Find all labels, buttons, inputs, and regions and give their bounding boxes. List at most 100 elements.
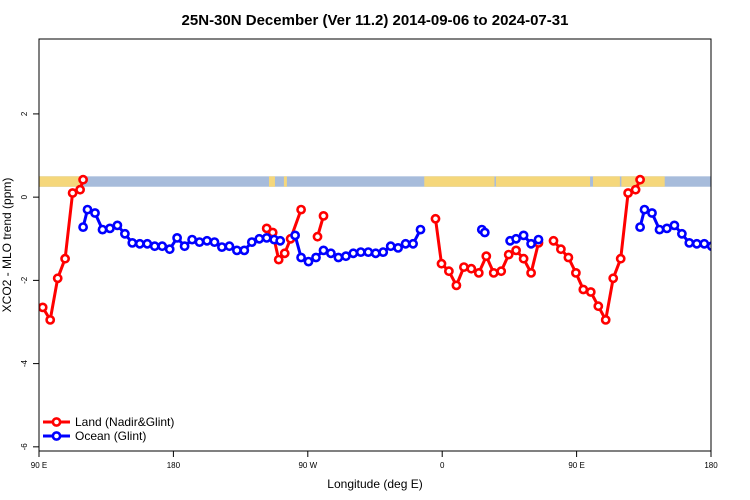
data-point: [436, 258, 447, 269]
data-point: [511, 233, 521, 244]
data-point: [400, 238, 411, 249]
data-point: [202, 235, 212, 246]
data-point: [179, 241, 190, 252]
data-point: [90, 208, 100, 218]
data-point: [194, 237, 205, 247]
data-point: [296, 204, 306, 215]
surface-band: [39, 176, 711, 187]
data-point: [224, 241, 235, 252]
data-point: [39, 302, 48, 313]
data-point: [127, 237, 138, 248]
data-point: [348, 248, 359, 259]
land-band-segment: [424, 176, 495, 187]
data-point: [571, 267, 581, 278]
ocean-band: [39, 176, 711, 187]
data-point: [600, 314, 611, 325]
data-point: [479, 227, 490, 238]
data-point: [662, 223, 672, 234]
y-tick-label: -4: [20, 360, 29, 368]
data-point: [105, 223, 115, 234]
data-point: [647, 208, 657, 218]
legend: Land (Nadir&Glint)Ocean (Glint): [43, 415, 174, 443]
data-point: [164, 244, 175, 255]
series-ocean: [78, 204, 723, 267]
land-band-segment: [593, 176, 620, 187]
data-point: [706, 241, 711, 252]
data-point: [363, 247, 374, 257]
data-point: [216, 242, 227, 252]
data-point: [78, 174, 88, 185]
data-point: [385, 241, 396, 252]
land-band-segment: [39, 176, 83, 187]
data-point: [635, 222, 645, 232]
data-point: [677, 228, 687, 239]
x-tick-label: 90 W: [298, 461, 317, 470]
data-point: [312, 231, 323, 242]
data-point: [246, 237, 257, 247]
data-point: [311, 252, 321, 263]
data-point: [473, 267, 484, 278]
x-tick-label: 90 E: [568, 461, 584, 470]
series-clip-group: [39, 174, 723, 325]
y-tick-label: 0: [20, 194, 29, 199]
data-point: [458, 262, 469, 272]
y-tick-label: -6: [20, 443, 29, 451]
data-point: [630, 184, 641, 195]
data-point: [635, 174, 645, 185]
data-point: [273, 254, 284, 265]
data-point: [45, 314, 56, 325]
data-point: [518, 253, 529, 264]
data-point: [149, 241, 160, 252]
y-axis-label: XCO2 - MLO trend (ppm): [0, 178, 14, 313]
data-point: [290, 230, 300, 241]
data-point: [82, 204, 93, 215]
data-point: [370, 248, 381, 259]
x-tick-label: 180: [704, 461, 718, 470]
legend-marker: [51, 431, 62, 441]
data-point: [120, 228, 130, 239]
x-tick-label: 90 E: [31, 461, 47, 470]
series-line: [552, 178, 642, 322]
data-point: [563, 252, 574, 263]
data-point: [296, 252, 306, 263]
data-point: [684, 237, 695, 248]
data-point: [593, 301, 604, 312]
x-axis-label: Longitude (deg E): [327, 477, 422, 491]
land-band-segment: [495, 176, 591, 187]
data-point: [355, 247, 366, 257]
data-point: [503, 249, 514, 260]
x-tick-label: 180: [167, 461, 181, 470]
data-point: [415, 224, 426, 235]
series-layer: [39, 174, 723, 325]
data-point: [716, 246, 723, 253]
plot-frame: [38, 38, 712, 452]
data-point: [526, 238, 536, 249]
data-point: [67, 188, 78, 198]
data-point: [669, 220, 680, 231]
data-point: [303, 256, 314, 267]
data-point: [325, 248, 336, 259]
data-point: [691, 238, 702, 249]
data-point: [518, 230, 529, 241]
data-point: [615, 253, 626, 264]
data-point: [279, 248, 290, 259]
data-point: [239, 245, 250, 256]
data-point: [172, 232, 182, 243]
axes: 90 E 180 90 W 0 90 E 180 2 0 -2 -4 -6: [20, 111, 718, 470]
legend-marker: [51, 417, 62, 427]
data-point: [430, 213, 441, 224]
data-point: [97, 224, 108, 235]
data-point: [443, 266, 454, 277]
data-point: [526, 267, 536, 278]
series-land: [39, 174, 645, 325]
data-point: [451, 280, 462, 291]
data-point: [639, 204, 650, 215]
data-point: [60, 253, 70, 264]
data-point: [548, 235, 559, 246]
land-band-segment: [268, 176, 275, 187]
legend-label: Ocean (Glint): [75, 429, 146, 443]
data-point: [318, 210, 329, 221]
data-point: [157, 241, 168, 252]
data-point: [578, 284, 589, 295]
data-point: [511, 245, 521, 256]
